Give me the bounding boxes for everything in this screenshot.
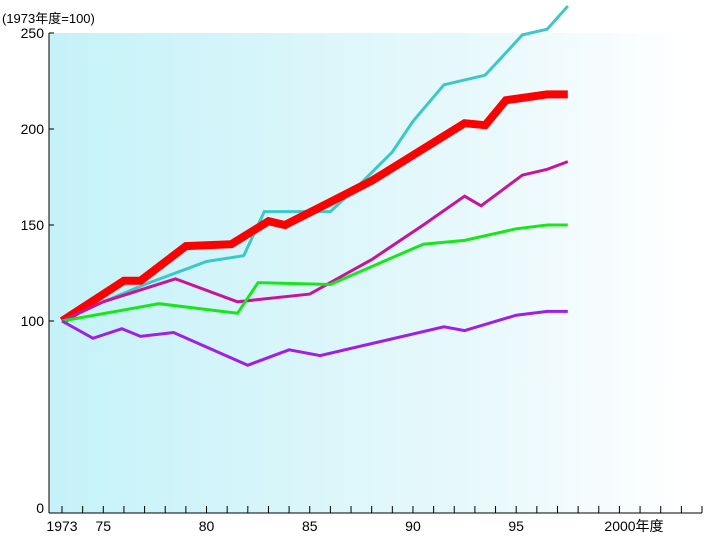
series-line-5: [61, 309, 568, 367]
series-line-1: [61, 5, 569, 323]
y-tick-label: 150: [21, 217, 45, 233]
x-tick-label: 85: [302, 518, 318, 534]
series-line-2: [59, 90, 568, 325]
x-tick-label: 80: [199, 518, 215, 534]
x-tick-label: 75: [96, 518, 112, 534]
series-layer: [59, 5, 569, 367]
y-tick-label: 200: [21, 121, 45, 137]
x-tick-label: 2000年度: [604, 518, 663, 534]
x-tick-label: 95: [508, 518, 524, 534]
x-tick-label: 1973: [46, 518, 77, 534]
y-tick-label: 250: [21, 25, 45, 41]
x-tick-label: 90: [405, 518, 421, 534]
axes-layer: 0 100 150 200 250 1973 75 80 85 90 95 2000年度: [21, 25, 703, 534]
y-axis-unit-label: (1973年度=100): [2, 11, 95, 26]
series-line-4: [61, 223, 568, 323]
y-tick-label: 100: [21, 313, 45, 329]
y-tick-label: 0: [36, 500, 44, 516]
series-line-3: [61, 160, 569, 323]
